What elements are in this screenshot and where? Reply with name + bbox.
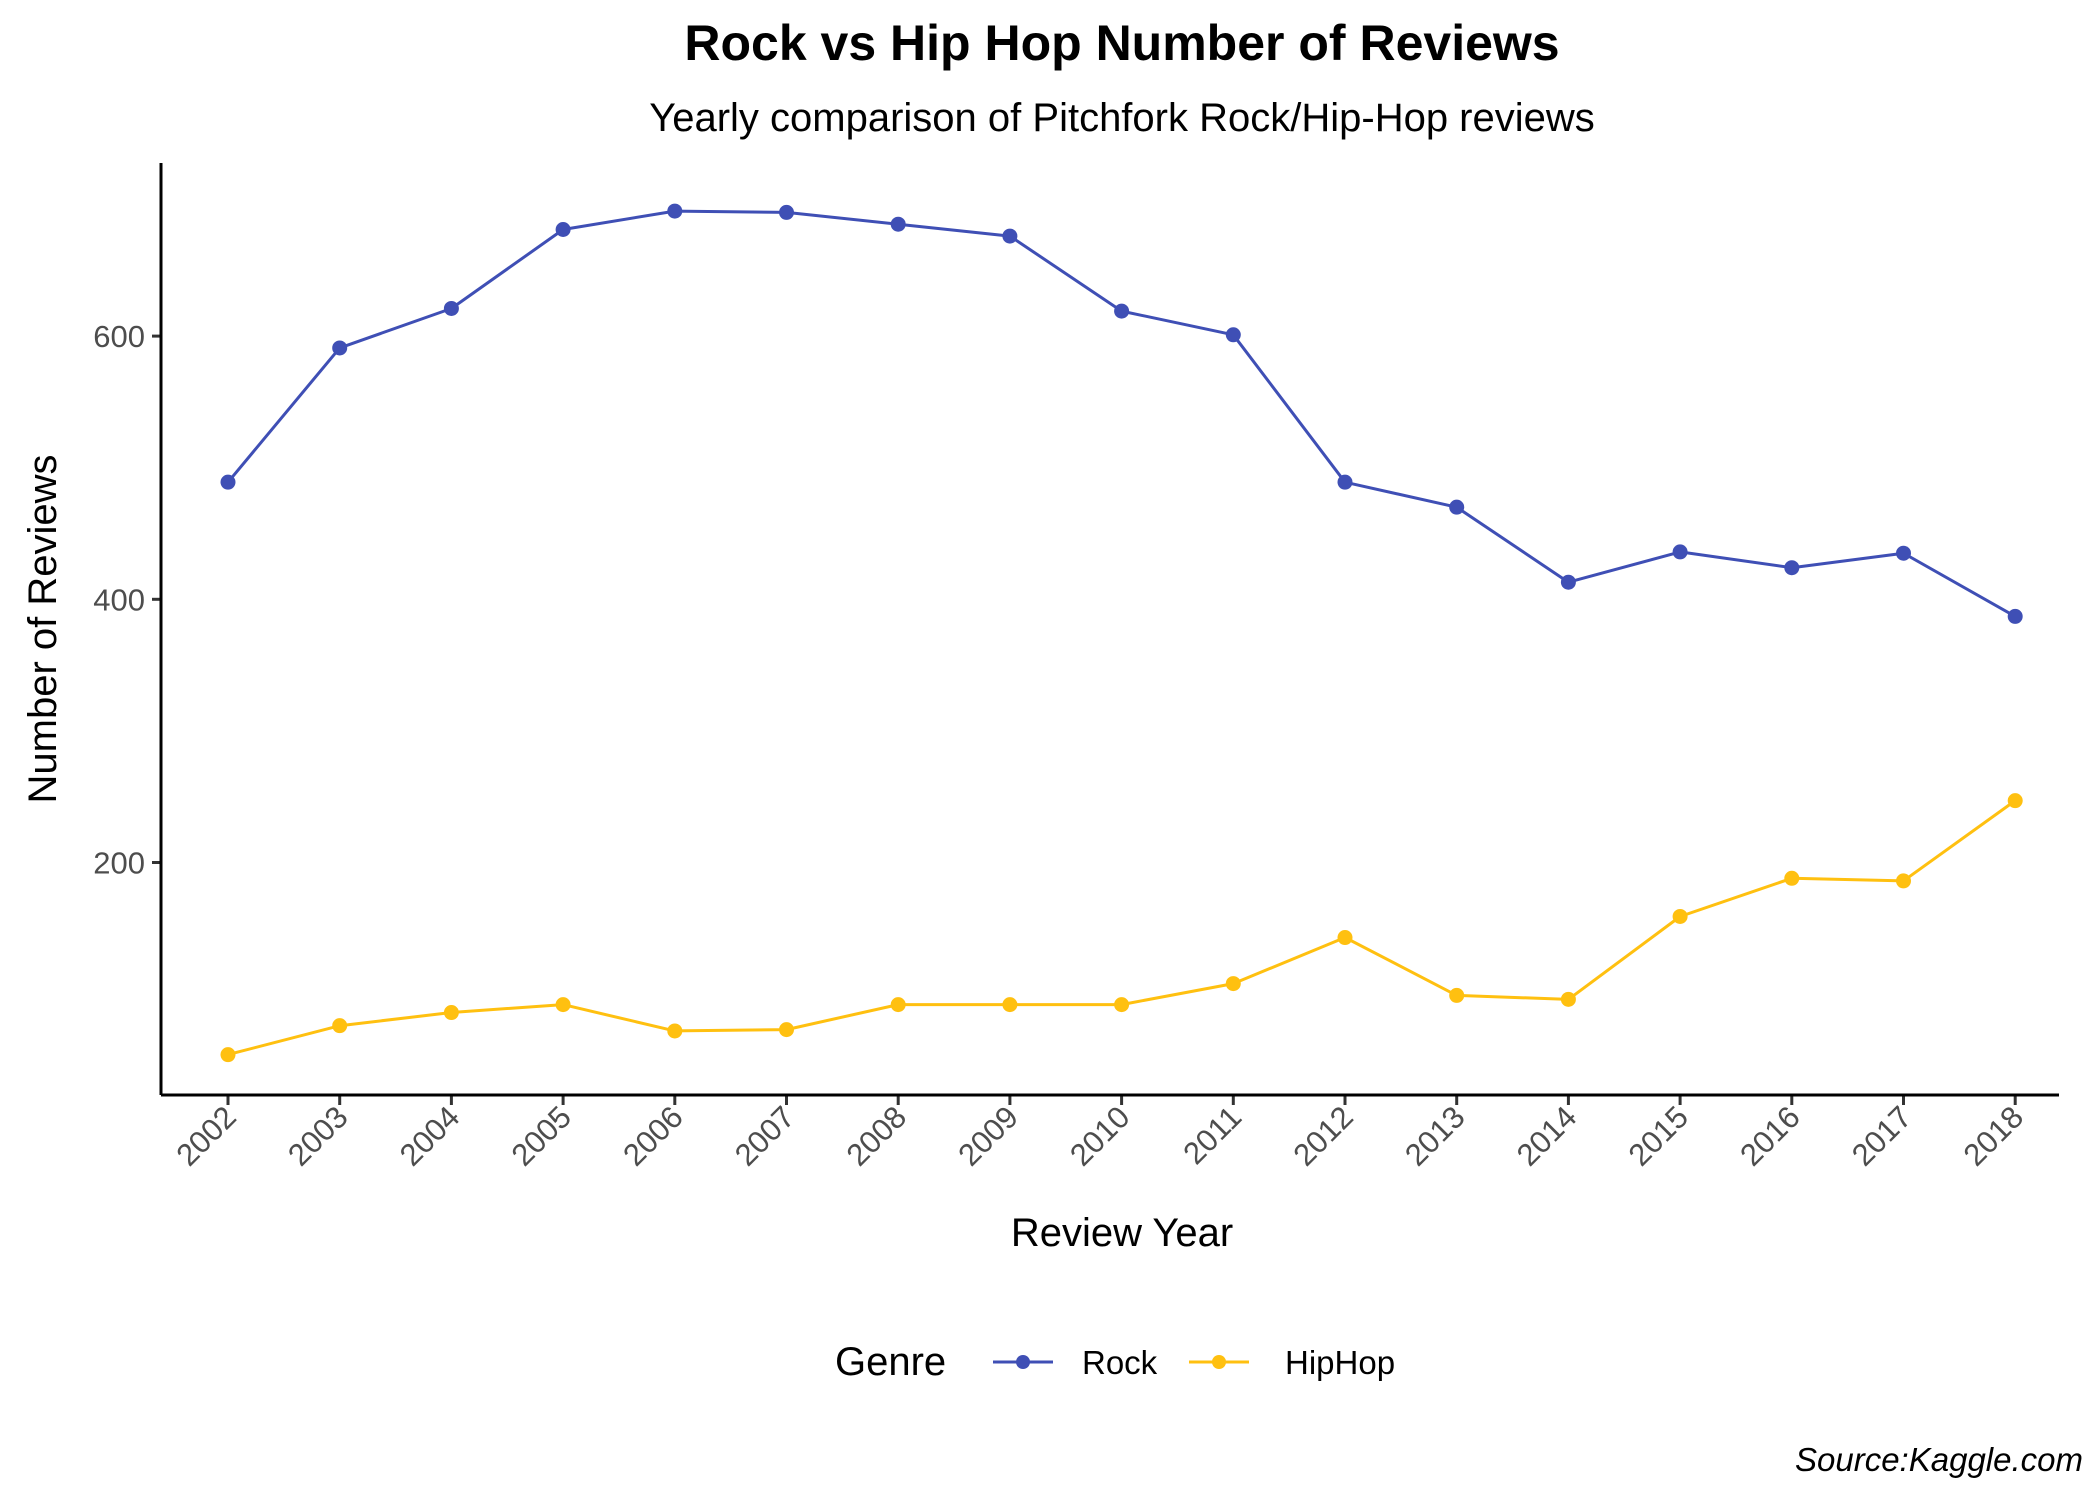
x-tick-label-2016: 2016: [1733, 1099, 1807, 1173]
data-point-hiphop-2011: [1225, 976, 1241, 992]
chart-subtitle: Yearly comparison of Pitchfork Rock/Hip-…: [649, 96, 1595, 140]
x-tick-label-2017: 2017: [1845, 1099, 1919, 1173]
data-point-rock-2003: [332, 340, 348, 356]
y-tick-label-400: 400: [93, 582, 145, 617]
x-tick-label-2010: 2010: [1063, 1099, 1137, 1173]
data-point-rock-2006: [667, 203, 683, 219]
legend-title: Genre: [835, 1340, 946, 1384]
data-point-hiphop-2014: [1560, 991, 1576, 1007]
x-tick-label-2004: 2004: [393, 1099, 467, 1173]
series-line-hiphop: [227, 799, 2017, 1057]
plot-area: 200 400 600 2002 2003 2004 2005 2006 2007 2008 200…: [93, 203, 2031, 1173]
data-point-hiphop-2007: [779, 1022, 794, 1038]
data-point-rock-2017: [1896, 545, 1911, 561]
x-axis-title: Review Year: [1011, 1211, 1233, 1255]
x-tick-label-2009: 2009: [951, 1099, 1025, 1173]
data-point-rock-2008: [890, 216, 906, 232]
data-point-hiphop-2015: [1672, 908, 1688, 924]
y-axis-title: Number of Reviews: [21, 454, 65, 803]
data-point-rock-2013: [1449, 499, 1465, 515]
data-point-hiphop-2013: [1449, 987, 1465, 1003]
data-point-hiphop-2003: [332, 1018, 348, 1034]
data-point-hiphop-2005: [555, 997, 571, 1013]
x-tick-label-2014: 2014: [1510, 1099, 1584, 1173]
x-tick-label-2008: 2008: [840, 1099, 914, 1173]
legend-key-rock-point: [1016, 1355, 1030, 1369]
data-point-hiphop-2012: [1337, 930, 1353, 946]
data-point-hiphop-2018: [2007, 793, 2023, 809]
x-tick-label-2018: 2018: [1957, 1099, 2031, 1173]
legend-label-hiphop: HipHop: [1285, 1344, 1395, 1381]
x-tick-label-2002: 2002: [169, 1099, 243, 1173]
data-point-hiphop-2002: [220, 1047, 236, 1063]
x-tick-label-2005: 2005: [505, 1099, 579, 1173]
chart-caption: Source:Kaggle.com: [1795, 1441, 2083, 1478]
data-point-hiphop-2008: [890, 997, 906, 1013]
x-tick-label-2015: 2015: [1622, 1099, 1696, 1173]
data-point-hiphop-2006: [667, 1023, 683, 1039]
data-point-hiphop-2004: [443, 1005, 459, 1021]
legend-item-rock: Rock: [993, 1344, 1158, 1381]
data-point-rock-2014: [1560, 574, 1576, 590]
data-point-rock-2004: [443, 300, 459, 316]
chart-title: Rock vs Hip Hop Number of Reviews: [684, 15, 1559, 71]
x-tick-label-2003: 2003: [281, 1099, 355, 1173]
y-tick-label-200: 200: [93, 846, 145, 881]
x-tick-label-2011: 2011: [1176, 1099, 1248, 1171]
data-point-hiphop-2009: [1002, 997, 1018, 1013]
x-tick-label-2006: 2006: [616, 1099, 690, 1173]
data-point-hiphop-2010: [1114, 997, 1130, 1013]
data-point-rock-2012: [1337, 474, 1353, 490]
x-tick-label-2007: 2007: [728, 1099, 802, 1173]
series-line-rock: [226, 209, 2016, 618]
data-point-rock-2007: [779, 204, 794, 220]
data-point-rock-2018: [2007, 608, 2023, 624]
data-point-rock-2010: [1114, 303, 1130, 319]
data-point-rock-2002: [220, 474, 236, 490]
data-point-hiphop-2017: [1896, 873, 1911, 889]
y-tick-label-600: 600: [93, 319, 145, 354]
data-point-rock-2009: [1002, 228, 1018, 244]
data-point-hiphop-2016: [1784, 870, 1800, 886]
legend: Genre Rock HipHop: [835, 1340, 1395, 1384]
data-point-rock-2015: [1672, 544, 1688, 560]
data-point-rock-2005: [555, 222, 571, 238]
data-point-rock-2016: [1784, 560, 1800, 576]
legend-key-hiphop-point: [1212, 1355, 1226, 1369]
legend-item-hiphop: HipHop: [1189, 1344, 1395, 1381]
data-point-rock-2011: [1225, 327, 1241, 343]
x-tick-label-2013: 2013: [1398, 1099, 1472, 1173]
legend-label-rock: Rock: [1082, 1344, 1158, 1381]
x-tick-label-2012: 2012: [1286, 1099, 1360, 1173]
